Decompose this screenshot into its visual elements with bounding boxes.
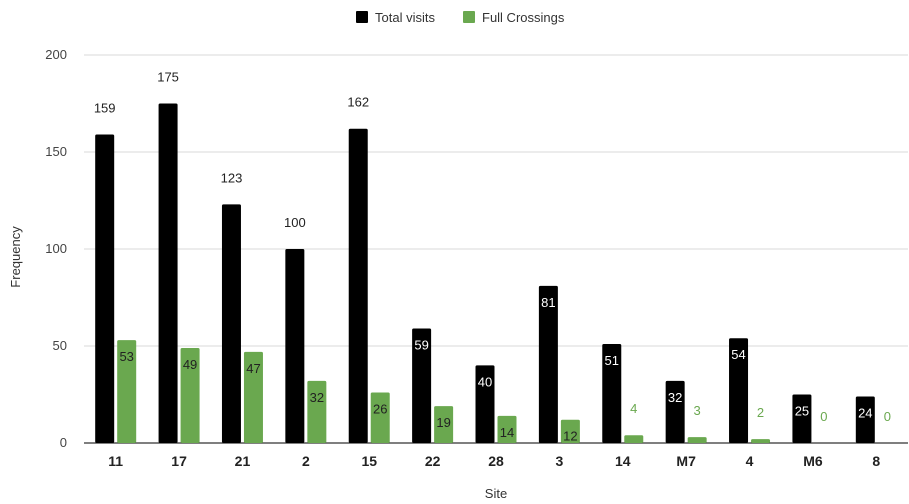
y-tick-label: 50 — [53, 338, 67, 353]
y-tick-label: 200 — [45, 47, 67, 62]
bar-total-visits — [348, 128, 368, 443]
data-label-full-crossings: 3 — [694, 403, 701, 418]
bar-total-visits — [475, 365, 495, 443]
data-label-full-crossings: 47 — [246, 361, 260, 376]
x-tick-label: 15 — [361, 453, 377, 469]
bar-total-visits — [285, 249, 305, 443]
data-label-total-visits: 175 — [157, 70, 179, 85]
data-label-total-visits: 40 — [478, 374, 492, 389]
legend-label-total-visits: Total visits — [375, 10, 435, 25]
bar-full-crossings — [751, 439, 771, 443]
x-tick-label: 2 — [302, 453, 310, 469]
data-label-total-visits: 25 — [795, 404, 809, 419]
data-label-total-visits: 100 — [284, 215, 306, 230]
y-axis-ticks: 0 50 100 150 200 — [45, 47, 67, 450]
bar-full-crossings — [560, 419, 580, 443]
bars — [95, 103, 875, 444]
data-label-total-visits: 54 — [731, 347, 745, 362]
data-label-total-visits: 32 — [668, 390, 682, 405]
x-axis-ticks: 11 17 21 2 15 22 28 3 14 M7 4 M6 8 — [108, 453, 880, 469]
data-label-total-visits: 59 — [414, 338, 428, 353]
x-tick-label: 17 — [171, 453, 187, 469]
x-tick-label: 11 — [108, 453, 123, 469]
x-tick-label: 4 — [746, 453, 754, 469]
data-label-full-crossings: 19 — [436, 415, 450, 430]
data-label-full-crossings: 32 — [310, 390, 324, 405]
x-tick-label: 22 — [425, 453, 441, 469]
data-label-full-crossings: 2 — [757, 405, 764, 420]
bar-full-crossings — [497, 415, 517, 443]
x-tick-label: 21 — [235, 453, 251, 469]
bar-total-visits — [412, 328, 432, 443]
bar-total-visits — [665, 380, 685, 443]
data-label-total-visits: 162 — [347, 95, 369, 110]
data-label-full-crossings: 12 — [563, 429, 577, 444]
x-tick-label: M6 — [803, 453, 823, 469]
bar-total-visits — [538, 285, 558, 443]
x-tick-label: 8 — [872, 453, 880, 469]
data-label-total-visits: 24 — [858, 405, 872, 420]
bar-full-crossings — [117, 340, 137, 443]
data-label-full-crossings: 53 — [119, 349, 133, 364]
x-axis-title: Site — [485, 486, 507, 501]
data-label-full-crossings: 4 — [630, 401, 637, 416]
bar-full-crossings — [434, 406, 454, 443]
x-tick-label: 28 — [488, 453, 504, 469]
y-tick-label: 100 — [45, 241, 67, 256]
bar-full-crossings — [370, 392, 390, 443]
legend: Total visits Full Crossings — [356, 10, 565, 25]
legend-label-full-crossings: Full Crossings — [482, 10, 565, 25]
bar-total-visits — [95, 134, 115, 444]
y-tick-label: 150 — [45, 144, 67, 159]
data-label-total-visits: 81 — [541, 295, 555, 310]
x-tick-label: 14 — [615, 453, 631, 469]
bar-full-crossings — [687, 437, 707, 443]
bar-total-visits — [158, 103, 178, 443]
data-label-total-visits: 123 — [221, 170, 243, 185]
data-labels: 1595317549123471003216226591940148112514… — [94, 70, 891, 444]
legend-swatch-full-crossings — [463, 11, 475, 23]
gridlines — [84, 54, 908, 444]
bar-full-crossings — [243, 351, 263, 443]
bar-total-visits — [221, 204, 241, 443]
data-label-full-crossings: 0 — [820, 409, 827, 424]
data-label-full-crossings: 49 — [183, 357, 197, 372]
bar-total-visits — [602, 344, 622, 443]
data-label-total-visits: 159 — [94, 101, 116, 116]
data-label-total-visits: 51 — [605, 353, 619, 368]
x-tick-label: 3 — [555, 453, 563, 469]
data-label-full-crossings: 26 — [373, 402, 387, 417]
bar-total-visits — [792, 394, 812, 443]
data-label-full-crossings: 0 — [884, 409, 891, 424]
bar-full-crossings — [624, 435, 644, 443]
bar-full-crossings — [307, 380, 327, 443]
y-axis-title: Frequency — [8, 226, 23, 288]
bar-full-crossings — [180, 347, 200, 443]
legend-swatch-total-visits — [356, 11, 368, 23]
y-tick-label: 0 — [60, 435, 67, 450]
bar-total-visits — [729, 338, 749, 443]
x-tick-label: M7 — [676, 453, 696, 469]
bar-total-visits — [855, 396, 875, 443]
data-label-full-crossings: 14 — [500, 425, 514, 440]
